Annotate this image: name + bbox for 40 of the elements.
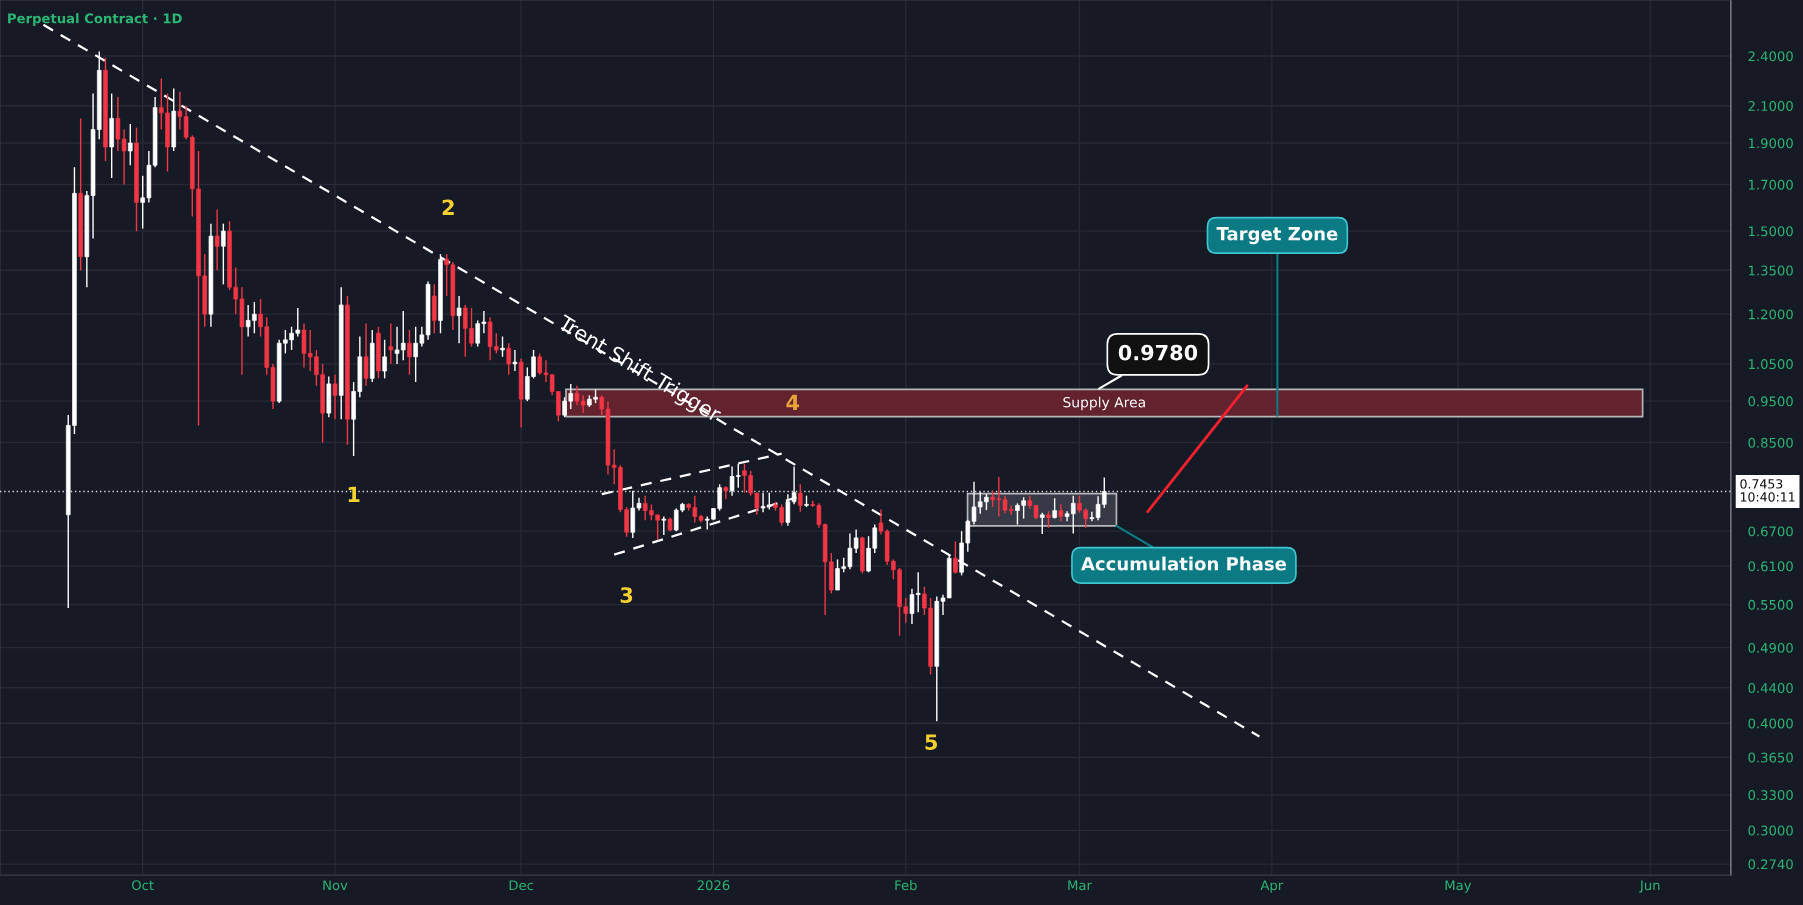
x-tick-label: Oct [132,880,154,891]
y-tick-label: 0.4400 [1748,682,1793,693]
ref-line-label: 0.7453 10:40:11 [1740,479,1795,502]
annotation: Target Zone [1216,227,1338,245]
annotation: 5 [925,734,938,750]
annotation: 2 [442,199,454,215]
y-tick-label: 0.4000 [1748,718,1793,729]
y-tick-label: 2.4000 [1748,51,1793,62]
y-tick-label: 0.3300 [1748,790,1793,801]
annotation: 0.9780 [1118,344,1198,361]
y-tick-label: 1.9000 [1749,138,1793,149]
x-tick-label: Apr [1260,880,1284,893]
y-tick-label: 0.3000 [1748,825,1793,836]
y-tick-label: 0.8500 [1748,437,1793,448]
x-tick-label: May [1445,880,1472,893]
y-tick-label: 1.7000 [1749,179,1793,190]
annotation: Supply Area [1063,396,1145,411]
y-tick-label: 0.9500 [1748,396,1793,407]
y-tick-label: 2.1000 [1748,101,1793,111]
y-tick-label: 0.3650 [1748,752,1793,763]
y-tick-label: 1.2000 [1749,309,1793,320]
annotation: 1 [348,486,360,502]
y-tick-label: 0.6100 [1748,561,1793,572]
y-tick-label: 1.3500 [1749,265,1793,276]
y-tick-label: 0.4900 [1748,642,1793,653]
x-tick-label: Mar [1068,880,1092,891]
text: Perpetual Contract · 1D [8,13,182,26]
annotation: Accumulation Phase [1081,556,1286,571]
y-tick-label: 1.5000 [1749,226,1793,237]
y-tick-label: 0.5500 [1748,599,1793,610]
y-tick-label: 0.6700 [1748,526,1793,537]
y-tick-label: 0.2740 [1748,859,1793,870]
x-tick-label: Feb [895,880,917,891]
x-tick-label: Jun [1639,880,1660,893]
x-tick-label: Dec [509,880,534,891]
annotation: 3 [620,587,633,603]
x-tick-label: 2026 [697,880,730,891]
y-tick-label: 1.0500 [1749,359,1793,370]
x-tick-label: Nov [323,880,348,891]
annotation: 4 [786,394,800,411]
